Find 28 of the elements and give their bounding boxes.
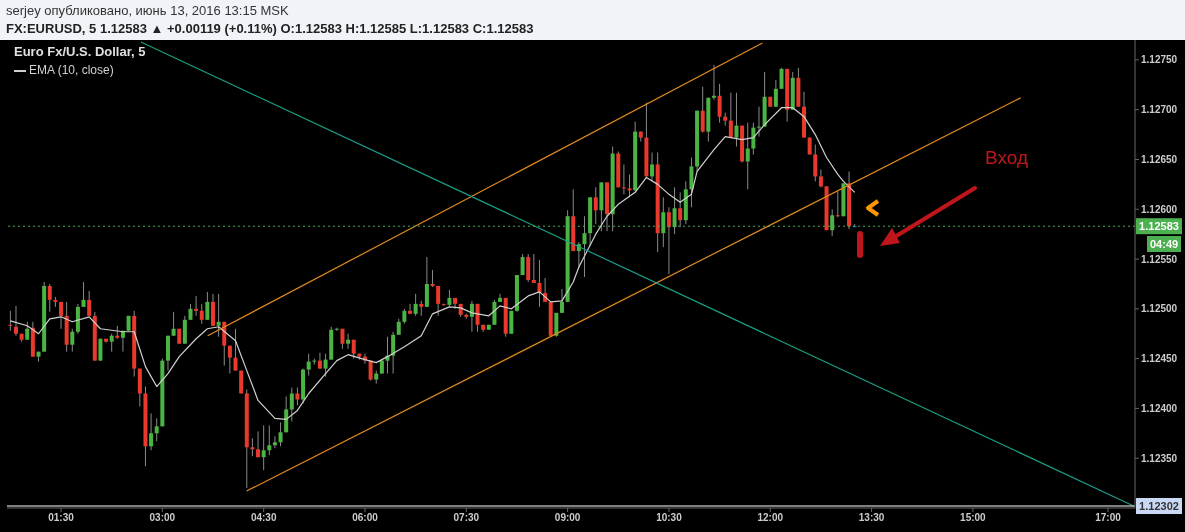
x-tick-label: 04:30 [250,512,277,524]
text: serjey опубликовано, июнь 13, 2016 13:15 MSK [6,3,289,19]
x-tick-label: 17:00 [1095,512,1122,524]
x-tick-label: 15:00 [960,512,987,524]
x-tick-label: 09:00 [554,512,581,524]
y-tick-label: 1.12650 [1141,154,1178,166]
y-tick-label: 1.12550 [1141,253,1178,265]
x-tick-label: 13:30 [858,512,885,524]
y-tick-label: 1.12500 [1141,303,1178,315]
chart-title: Euro Fx/U.S. Dollar, 5 [14,44,146,59]
text: 04:49 [1147,236,1182,253]
x-tick-label: 03:00 [149,512,176,524]
x-tick-label: 07:30 [453,512,480,524]
y-tick-label: 1.12400 [1141,402,1178,414]
ref-line-label: 1.12302 [1139,500,1179,513]
x-tick-label: 10:30 [656,512,683,524]
text: FX:EURUSD, 5 1.12583 ▲ +0.00119 (+0.11%) O:1.12583 H:1.12585 L:1.12583 C:1.12583 [6,21,534,37]
y-tick-label: 1.12600 [1141,203,1178,215]
y-tick-label: 1.12350 [1141,452,1178,464]
ref-line-label: 1.12583 [1139,220,1179,233]
y-tick-label: 1.12450 [1141,353,1178,365]
x-tick-label: 06:00 [352,512,379,524]
x-tick-label: 01:30 [48,512,75,524]
y-tick-label: 1.12750 [1141,54,1178,66]
y-tick-label: 1.12700 [1141,104,1178,116]
legend-label: EMA (10, close) [29,63,114,77]
x-tick-label: 12:00 [757,512,784,524]
annotation: Вход [985,147,1028,168]
